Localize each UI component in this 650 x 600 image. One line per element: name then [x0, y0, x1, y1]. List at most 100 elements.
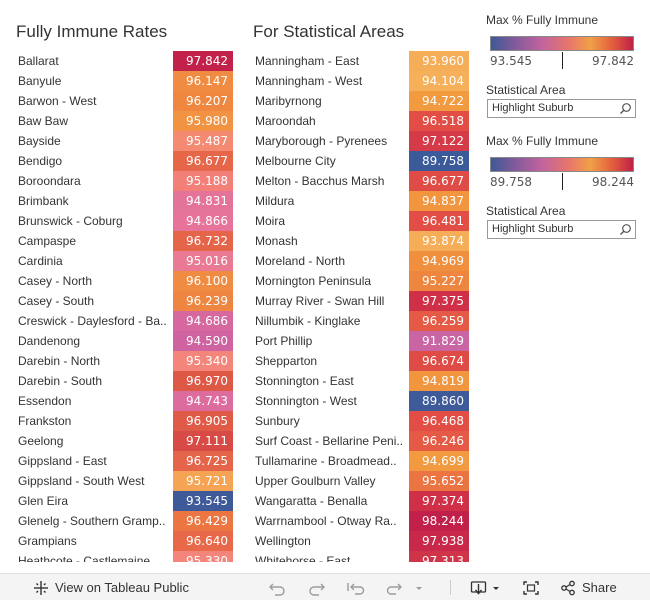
right-table-value-cell[interactable]: 89.758 [409, 151, 469, 171]
search-icon[interactable] [619, 223, 632, 236]
left-table-row[interactable]: Glenelg - Southern Gramp.. 96.429 [12, 511, 233, 531]
right-table-row[interactable]: Mildura 94.837 [249, 191, 469, 211]
right-table-row[interactable]: Whitehorse - East 97.313 [249, 551, 469, 562]
left-table-value-cell[interactable]: 94.866 [173, 211, 233, 231]
right-table-value-cell[interactable]: 94.819 [409, 371, 469, 391]
left-table-value-cell[interactable]: 95.188 [173, 171, 233, 191]
right-table-row[interactable]: Maribyrnong 94.722 [249, 91, 469, 111]
left-table-row[interactable]: Frankston 96.905 [12, 411, 233, 431]
right-table-row[interactable]: Moira 96.481 [249, 211, 469, 231]
left-table-row[interactable]: Glen Eira 93.545 [12, 491, 233, 511]
left-table-row[interactable]: Boroondara 95.188 [12, 171, 233, 191]
right-table-row[interactable]: Melton - Bacchus Marsh 96.677 [249, 171, 469, 191]
left-table-row[interactable]: Geelong 97.111 [12, 431, 233, 451]
right-table-value-cell[interactable]: 96.677 [409, 171, 469, 191]
left-table-row[interactable]: Cardinia 95.016 [12, 251, 233, 271]
right-table-value-cell[interactable]: 94.722 [409, 91, 469, 111]
left-table-value-cell[interactable]: 94.590 [173, 331, 233, 351]
right-table-row[interactable]: Wangaratta - Benalla 97.374 [249, 491, 469, 511]
left-table-row[interactable]: Darebin - South 96.970 [12, 371, 233, 391]
right-table-row[interactable]: Sunbury 96.468 [249, 411, 469, 431]
undo-button[interactable] [268, 574, 286, 600]
search-icon[interactable] [619, 102, 632, 115]
right-table-row[interactable]: Surf Coast - Bellarine Peni.. 96.246 [249, 431, 469, 451]
right-table-value-cell[interactable]: 95.652 [409, 471, 469, 491]
refresh-button[interactable] [384, 574, 404, 600]
right-table-row[interactable]: Tullamarine - Broadmead.. 94.699 [249, 451, 469, 471]
right-table-value-cell[interactable]: 94.699 [409, 451, 469, 471]
right-table-value-cell[interactable]: 96.481 [409, 211, 469, 231]
left-table-row[interactable]: Dandenong 94.590 [12, 331, 233, 351]
left-table-value-cell[interactable]: 95.016 [173, 251, 233, 271]
left-table-value-cell[interactable]: 96.207 [173, 91, 233, 111]
left-table-value-cell[interactable]: 96.725 [173, 451, 233, 471]
refresh-dropdown-button[interactable] [414, 574, 424, 600]
left-table-row[interactable]: Brunswick - Coburg 94.866 [12, 211, 233, 231]
left-table-row[interactable]: Brimbank 94.831 [12, 191, 233, 211]
left-table-value-cell[interactable]: 96.100 [173, 271, 233, 291]
right-table-value-cell[interactable]: 93.874 [409, 231, 469, 251]
right-table-row[interactable]: Manningham - West 94.104 [249, 71, 469, 91]
left-table-row[interactable]: Banyule 96.147 [12, 71, 233, 91]
left-table-row[interactable]: Casey - North 96.100 [12, 271, 233, 291]
right-table-row[interactable]: Stonnington - East 94.819 [249, 371, 469, 391]
left-table-row[interactable]: Barwon - West 96.207 [12, 91, 233, 111]
left-table-row[interactable]: Casey - South 96.239 [12, 291, 233, 311]
right-table-row[interactable]: Murray River - Swan Hill 97.375 [249, 291, 469, 311]
right-table-value-cell[interactable]: 94.104 [409, 71, 469, 91]
right-table-value-cell[interactable]: 94.969 [409, 251, 469, 271]
share-button[interactable]: Share [560, 574, 617, 600]
left-table-row[interactable]: Grampians 96.640 [12, 531, 233, 551]
right-table-row[interactable]: Wellington 97.938 [249, 531, 469, 551]
fullscreen-button[interactable] [522, 574, 540, 600]
left-table-value-cell[interactable]: 96.429 [173, 511, 233, 531]
download-button[interactable] [470, 574, 490, 600]
left-table-row[interactable]: Gippsland - East 96.725 [12, 451, 233, 471]
right-table-value-cell[interactable]: 96.468 [409, 411, 469, 431]
right-table-row[interactable]: Melbourne City 89.758 [249, 151, 469, 171]
right-table-value-cell[interactable]: 89.860 [409, 391, 469, 411]
left-table-value-cell[interactable]: 94.743 [173, 391, 233, 411]
left-table-value-cell[interactable]: 96.147 [173, 71, 233, 91]
left-table-value-cell[interactable]: 95.721 [173, 471, 233, 491]
left-table-value-cell[interactable]: 96.970 [173, 371, 233, 391]
right-table-row[interactable]: Stonnington - West 89.860 [249, 391, 469, 411]
left-table-row[interactable]: Creswick - Daylesford - Ba.. 94.686 [12, 311, 233, 331]
filter-1-search[interactable]: Highlight Suburb [487, 99, 636, 118]
right-table-value-cell[interactable]: 97.374 [409, 491, 469, 511]
right-table-row[interactable]: Moreland - North 94.969 [249, 251, 469, 271]
right-table-row[interactable]: Monash 93.874 [249, 231, 469, 251]
left-table-row[interactable]: Baw Baw 95.980 [12, 111, 233, 131]
left-table-value-cell[interactable]: 96.905 [173, 411, 233, 431]
left-table-value-cell[interactable]: 95.487 [173, 131, 233, 151]
left-table-row[interactable]: Darebin - North 95.340 [12, 351, 233, 371]
right-table-row[interactable]: Maryborough - Pyrenees 97.122 [249, 131, 469, 151]
right-table-value-cell[interactable]: 97.375 [409, 291, 469, 311]
right-table-row[interactable]: Maroondah 96.518 [249, 111, 469, 131]
right-table-row[interactable]: Manningham - East 93.960 [249, 51, 469, 71]
right-table-row[interactable]: Upper Goulburn Valley 95.652 [249, 471, 469, 491]
right-table-row[interactable]: Port Phillip 91.829 [249, 331, 469, 351]
right-table-value-cell[interactable]: 93.960 [409, 51, 469, 71]
right-table-value-cell[interactable]: 95.227 [409, 271, 469, 291]
view-on-tableau-public-button[interactable]: View on Tableau Public [33, 574, 189, 600]
right-table-value-cell[interactable]: 94.837 [409, 191, 469, 211]
left-table-row[interactable]: Essendon 94.743 [12, 391, 233, 411]
left-table-row[interactable]: Gippsland - South West 95.721 [12, 471, 233, 491]
right-table-row[interactable]: Warrnambool - Otway Ra.. 98.244 [249, 511, 469, 531]
left-table-value-cell[interactable]: 96.677 [173, 151, 233, 171]
left-table-value-cell[interactable]: 94.686 [173, 311, 233, 331]
right-table-value-cell[interactable]: 96.518 [409, 111, 469, 131]
left-table-value-cell[interactable]: 96.732 [173, 231, 233, 251]
right-table-value-cell[interactable]: 91.829 [409, 331, 469, 351]
left-table-value-cell[interactable]: 95.340 [173, 351, 233, 371]
right-table-value-cell[interactable]: 96.246 [409, 431, 469, 451]
right-table-value-cell[interactable]: 97.313 [409, 551, 469, 562]
download-dropdown-button[interactable] [491, 574, 501, 600]
left-table-value-cell[interactable]: 95.330 [173, 551, 233, 562]
right-table-value-cell[interactable]: 97.122 [409, 131, 469, 151]
filter-2-search[interactable]: Highlight Suburb [487, 220, 636, 239]
right-table-row[interactable]: Shepparton 96.674 [249, 351, 469, 371]
right-table-row[interactable]: Nillumbik - Kinglake 96.259 [249, 311, 469, 331]
right-table-value-cell[interactable]: 96.259 [409, 311, 469, 331]
